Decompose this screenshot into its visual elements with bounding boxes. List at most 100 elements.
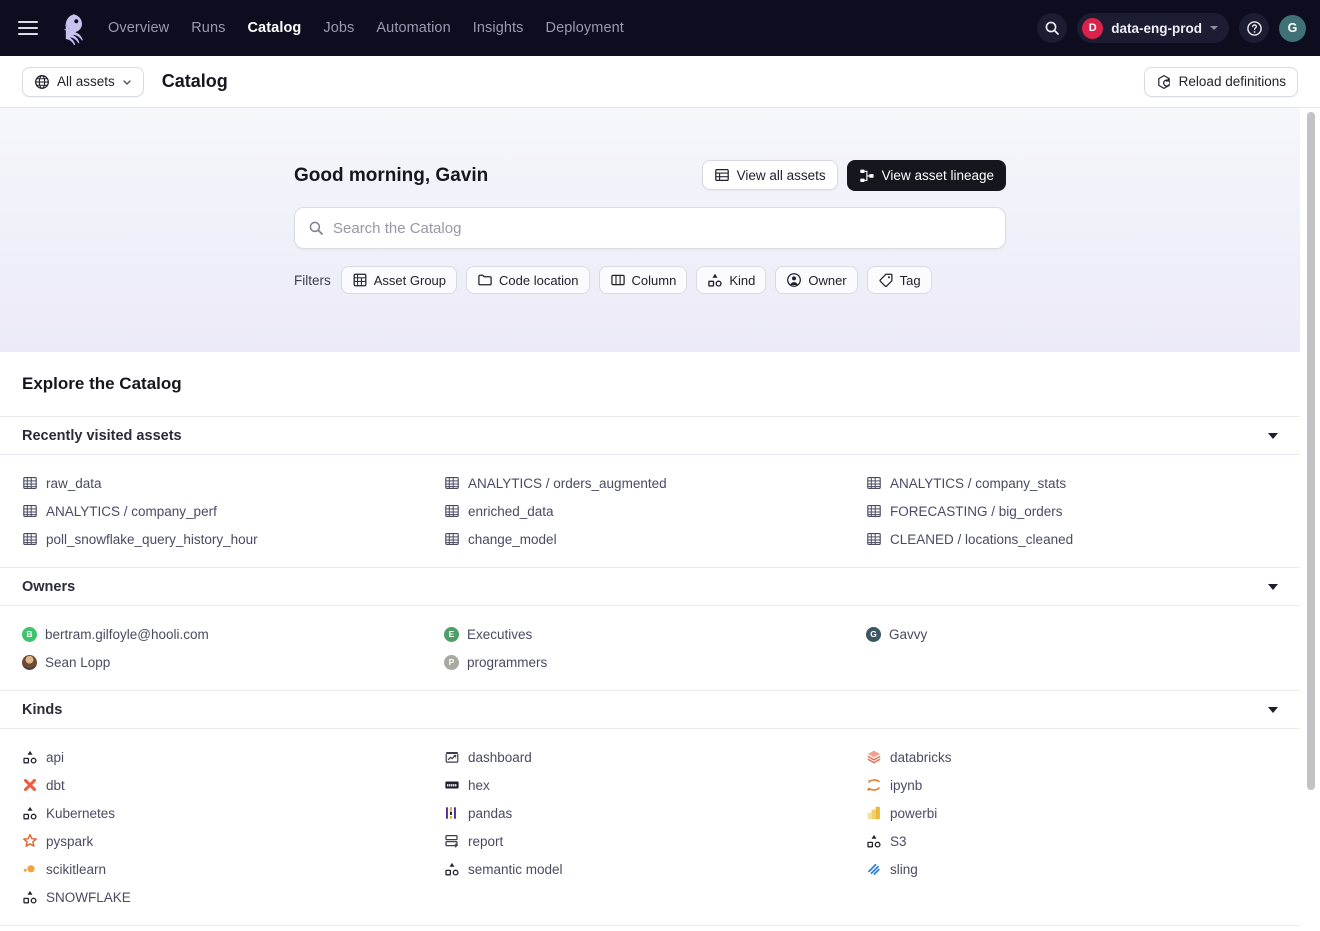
kind-label: pyspark xyxy=(46,833,94,849)
scrollbar-thumb[interactable] xyxy=(1307,112,1315,790)
kind-label: S3 xyxy=(890,833,907,849)
kind-label: report xyxy=(468,833,504,849)
filter-code-location-label: Code location xyxy=(499,272,579,288)
view-asset-lineage-label: View asset lineage xyxy=(881,168,994,183)
section-header[interactable]: Owners xyxy=(0,568,1300,606)
sling-icon xyxy=(868,863,880,875)
asset-link[interactable]: enriched_data xyxy=(444,497,856,525)
nav-link-insights[interactable]: Insights xyxy=(472,19,524,36)
asset-link[interactable]: FORECASTING / big_orders xyxy=(866,497,1278,525)
catalog-hero: Good morning, Gavin View all assets xyxy=(0,108,1300,352)
asset-link[interactable]: ANALYTICS / company_stats xyxy=(866,469,1278,497)
kind-placeholder xyxy=(444,883,856,911)
section-header[interactable]: Kinds xyxy=(0,691,1300,729)
filter-owner-label: Owner xyxy=(808,272,847,288)
section-owners: Owners B bertram.gilfoyle@hooli.com E Ex… xyxy=(0,568,1300,691)
search-input[interactable] xyxy=(333,219,992,237)
filter-column-button[interactable]: Column xyxy=(598,266,688,294)
view-asset-lineage-button[interactable]: View asset lineage xyxy=(846,160,1006,191)
kind-link[interactable]: sling xyxy=(866,855,1278,883)
filter-tag-button[interactable]: Tag xyxy=(866,266,932,294)
primary-nav: Overview Runs Catalog Jobs Automation In… xyxy=(108,21,624,36)
owner-link[interactable]: B bertram.gilfoyle@hooli.com xyxy=(22,620,434,648)
deployment-selector[interactable]: D data-eng-prod xyxy=(1077,13,1229,43)
chevron-down-icon xyxy=(1210,26,1218,30)
avatar: E xyxy=(444,626,459,642)
caret-down-icon[interactable] xyxy=(1268,583,1278,590)
caret-down-icon[interactable] xyxy=(1268,432,1278,439)
globe-icon xyxy=(35,74,49,89)
filter-owner-button[interactable]: Owner xyxy=(775,266,858,294)
view-all-assets-button[interactable]: View all assets xyxy=(701,160,838,190)
asset-label: ANALYTICS / company_stats xyxy=(890,475,1067,491)
kind-link[interactable]: SNOWFLAKE xyxy=(22,883,434,911)
reload-definitions-button[interactable]: Reload definitions xyxy=(1143,66,1298,97)
owner-link[interactable]: E Executives xyxy=(444,620,856,648)
hero-actions: View all assets View asset lineage xyxy=(701,160,1006,191)
asset-link[interactable]: ANALYTICS / orders_augmented xyxy=(444,469,856,497)
table-icon xyxy=(445,505,459,517)
asset-link[interactable]: poll_snowflake_query_history_hour xyxy=(22,525,434,553)
catalog-search-box[interactable] xyxy=(294,207,1006,249)
kind-link[interactable]: powerbi xyxy=(866,799,1278,827)
asset-label: ANALYTICS / orders_augmented xyxy=(468,475,667,491)
owner-link[interactable]: G Gavvy xyxy=(866,620,1278,648)
asset-scope-selector[interactable]: All assets xyxy=(22,66,144,97)
owner-link[interactable]: P programmers xyxy=(444,648,856,676)
table-icon xyxy=(445,533,459,545)
nav-link-overview[interactable]: Overview xyxy=(108,19,170,36)
kind-icon xyxy=(23,750,37,764)
kind-link[interactable]: api xyxy=(22,743,434,771)
kind-label: semantic model xyxy=(468,861,563,877)
kind-link[interactable]: ipynb xyxy=(866,771,1278,799)
kind-link[interactable]: S3 xyxy=(866,827,1278,855)
owner-label: Executives xyxy=(467,626,533,642)
help-circle-icon[interactable] xyxy=(1239,13,1269,43)
kind-link[interactable]: Kubernetes xyxy=(22,799,434,827)
nav-link-automation[interactable]: Automation xyxy=(376,19,451,36)
kind-link[interactable]: pyspark xyxy=(22,827,434,855)
avatar xyxy=(22,654,37,670)
kind-label: databricks xyxy=(890,749,952,765)
search-icon[interactable] xyxy=(1037,13,1068,43)
asset-link[interactable]: ANALYTICS / company_perf xyxy=(22,497,434,525)
folder-icon xyxy=(478,274,492,286)
kind-link[interactable]: hex xyxy=(444,771,856,799)
asset-link[interactable]: change_model xyxy=(444,525,856,553)
asset-group-icon xyxy=(353,273,367,287)
hamburger-icon[interactable] xyxy=(18,17,40,39)
scikitlearn-icon xyxy=(23,865,35,873)
deployment-name: data-eng-prod xyxy=(1111,20,1202,36)
table-icon xyxy=(23,505,37,517)
kind-link[interactable]: semantic model xyxy=(444,855,856,883)
avatar[interactable]: G xyxy=(1279,14,1306,42)
owner-link[interactable]: Sean Lopp xyxy=(22,648,434,676)
kind-link[interactable]: databricks xyxy=(866,743,1278,771)
nav-link-runs[interactable]: Runs xyxy=(191,19,226,36)
nav-link-jobs[interactable]: Jobs xyxy=(323,19,355,36)
asset-link[interactable]: raw_data xyxy=(22,469,434,497)
filter-asset-group-button[interactable]: Asset Group xyxy=(340,266,458,294)
section-title: Recently visited assets xyxy=(22,427,182,444)
filter-kind-button[interactable]: Kind xyxy=(696,266,767,294)
view-all-assets-label: View all assets xyxy=(736,167,826,183)
kind-link[interactable]: dashboard xyxy=(444,743,856,771)
kind-link[interactable]: dbt xyxy=(22,771,434,799)
filters-label: Filters xyxy=(294,272,331,288)
asset-label: raw_data xyxy=(46,475,102,491)
asset-link[interactable]: CLEANED / locations_cleaned xyxy=(866,525,1278,553)
nav-link-catalog[interactable]: Catalog xyxy=(247,19,302,36)
kind-icon xyxy=(23,890,37,904)
kind-link[interactable]: pandas xyxy=(444,799,856,827)
kind-link[interactable]: report xyxy=(444,827,856,855)
caret-down-icon[interactable] xyxy=(1268,706,1278,713)
section-header[interactable]: Recently visited assets xyxy=(0,417,1300,455)
filter-kind-label: Kind xyxy=(729,272,756,288)
kind-icon xyxy=(708,273,722,287)
nav-link-deployment[interactable]: Deployment xyxy=(545,19,624,36)
dagster-logo[interactable] xyxy=(54,11,88,45)
table-icon xyxy=(23,533,37,545)
filter-column-label: Column xyxy=(631,272,677,288)
filter-code-location-button[interactable]: Code location xyxy=(466,266,590,294)
kind-link[interactable]: scikitlearn xyxy=(22,855,434,883)
